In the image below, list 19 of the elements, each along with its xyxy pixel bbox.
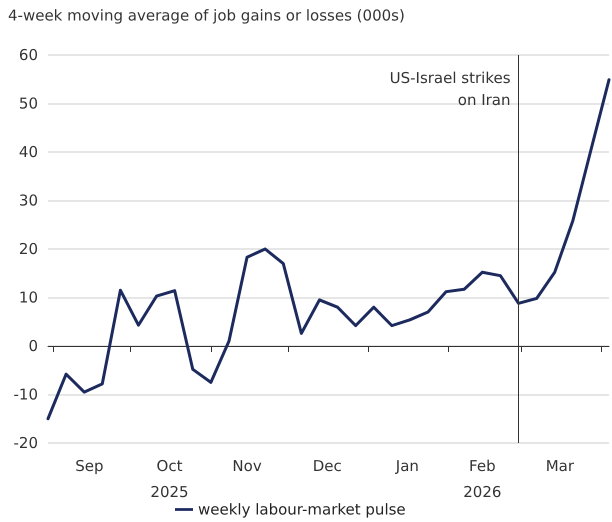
y-tick-label: 10 <box>18 288 38 306</box>
ref-line-label: US-Israel strikes on Iran <box>390 69 511 109</box>
x-tick-label: Dec <box>312 457 342 475</box>
y-tick-label: 30 <box>18 192 38 210</box>
y-tick-label: 50 <box>18 94 38 112</box>
y-axis-title: 4-week moving average of job gains or losses (000s) <box>8 6 405 24</box>
x-tick-label: Sep <box>75 457 104 475</box>
x-tick-label: Jan <box>394 457 419 475</box>
y-tick-label: 20 <box>18 240 38 258</box>
x-tick-label: Feb 2026 <box>463 457 502 501</box>
x-tick-label: Nov <box>232 457 262 475</box>
y-tick-label: -20 <box>14 434 38 452</box>
legend-label: weekly labour-market pulse <box>198 500 406 518</box>
y-tick-label: 0 <box>28 337 38 355</box>
y-tick-label: -10 <box>14 386 38 404</box>
y-tick-label: 40 <box>18 143 38 161</box>
x-tick-label: Mar <box>546 457 575 475</box>
y-tick-label: 60 <box>18 46 38 64</box>
x-tick-label: Oct 2025 <box>150 457 189 501</box>
